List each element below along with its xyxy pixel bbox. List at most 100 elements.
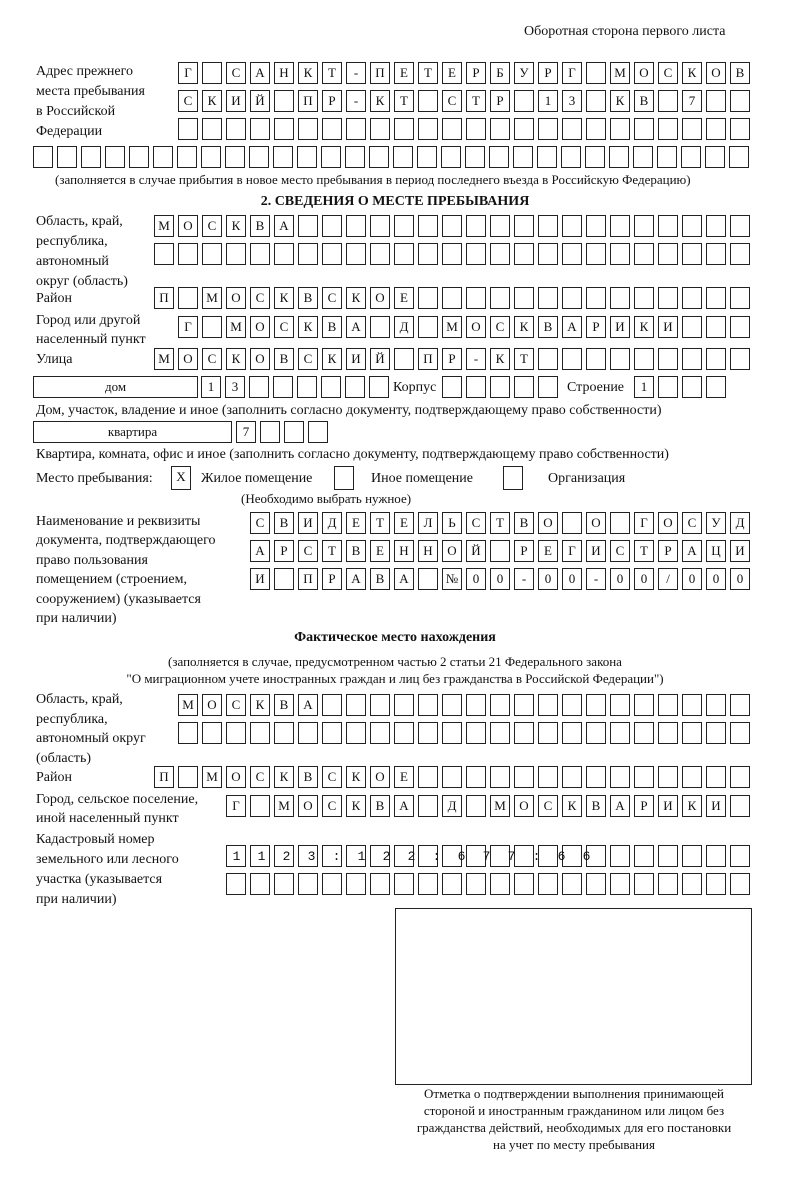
char-cell[interactable] — [490, 376, 510, 398]
char-cell[interactable] — [346, 722, 366, 744]
char-cell[interactable]: С — [322, 287, 342, 309]
char-cell[interactable] — [658, 766, 678, 788]
char-cell[interactable]: К — [346, 287, 366, 309]
char-cell[interactable] — [538, 694, 558, 716]
char-cell[interactable] — [394, 118, 414, 140]
char-cell[interactable] — [418, 722, 438, 744]
char-cell[interactable] — [226, 118, 246, 140]
char-cell[interactable] — [634, 722, 654, 744]
char-cell[interactable]: О — [370, 766, 390, 788]
char-cell[interactable] — [610, 512, 630, 534]
char-cell[interactable] — [370, 215, 390, 237]
char-cell[interactable] — [370, 873, 390, 895]
char-cell[interactable]: О — [178, 215, 198, 237]
char-cell[interactable]: К — [370, 90, 390, 112]
char-cell[interactable]: О — [226, 766, 246, 788]
char-cell[interactable] — [657, 146, 677, 168]
char-cell[interactable] — [178, 287, 198, 309]
char-cell[interactable]: К — [202, 90, 222, 112]
char-cell[interactable] — [178, 722, 198, 744]
char-cell[interactable] — [394, 348, 414, 370]
char-cell[interactable] — [274, 722, 294, 744]
char-cell[interactable] — [730, 873, 750, 895]
char-cell[interactable] — [658, 90, 678, 112]
char-cell[interactable] — [418, 287, 438, 309]
char-cell[interactable] — [706, 243, 726, 265]
char-cell[interactable] — [706, 90, 726, 112]
char-cell[interactable]: К — [610, 90, 630, 112]
char-cell[interactable] — [442, 118, 462, 140]
char-cell[interactable]: Р — [634, 795, 654, 817]
char-cell[interactable]: К — [250, 694, 270, 716]
char-cell[interactable] — [370, 243, 390, 265]
char-cell[interactable] — [538, 845, 558, 867]
char-cell[interactable] — [706, 694, 726, 716]
char-cell[interactable]: Р — [322, 90, 342, 112]
char-cell[interactable] — [418, 694, 438, 716]
char-cell[interactable]: И — [346, 348, 366, 370]
char-cell[interactable] — [226, 243, 246, 265]
char-cell[interactable] — [610, 722, 630, 744]
char-cell[interactable] — [250, 118, 270, 140]
char-cell[interactable] — [370, 722, 390, 744]
char-cell[interactable] — [490, 722, 510, 744]
char-cell[interactable]: В — [514, 512, 534, 534]
char-cell[interactable] — [514, 118, 534, 140]
char-cell[interactable]: 0 — [730, 568, 750, 590]
char-cell[interactable] — [490, 540, 510, 562]
char-cell[interactable] — [394, 722, 414, 744]
char-cell[interactable] — [442, 766, 462, 788]
char-cell[interactable]: С — [274, 316, 294, 338]
char-cell[interactable]: Т — [418, 62, 438, 84]
char-cell[interactable]: П — [370, 62, 390, 84]
char-cell[interactable]: Н — [394, 540, 414, 562]
char-cell[interactable]: Р — [466, 62, 486, 84]
char-cell[interactable] — [730, 722, 750, 744]
char-cell[interactable] — [682, 243, 702, 265]
char-cell[interactable] — [490, 873, 510, 895]
char-cell[interactable]: С — [466, 512, 486, 534]
char-cell[interactable] — [322, 215, 342, 237]
char-cell[interactable]: А — [562, 316, 582, 338]
char-cell[interactable] — [418, 845, 438, 867]
char-cell[interactable]: Т — [394, 90, 414, 112]
char-cell[interactable] — [202, 722, 222, 744]
flat-number-row[interactable]: 7 — [236, 421, 328, 443]
char-cell[interactable]: В — [730, 62, 750, 84]
char-cell[interactable] — [297, 376, 317, 398]
char-cell[interactable]: И — [658, 316, 678, 338]
char-cell[interactable] — [513, 146, 533, 168]
char-cell[interactable]: Д — [394, 316, 414, 338]
char-cell[interactable] — [442, 722, 462, 744]
char-cell[interactable] — [321, 376, 341, 398]
char-cell[interactable]: П — [418, 348, 438, 370]
char-cell[interactable] — [562, 873, 582, 895]
char-cell[interactable]: О — [250, 348, 270, 370]
cadastral-row-2[interactable] — [226, 873, 750, 895]
char-cell[interactable] — [730, 287, 750, 309]
char-cell[interactable] — [370, 316, 390, 338]
char-cell[interactable] — [658, 722, 678, 744]
char-cell[interactable] — [514, 845, 534, 867]
char-cell[interactable]: О — [370, 287, 390, 309]
char-cell[interactable]: И — [250, 568, 270, 590]
char-cell[interactable] — [514, 766, 534, 788]
char-cell[interactable] — [418, 243, 438, 265]
char-cell[interactable] — [178, 118, 198, 140]
char-cell[interactable]: Т — [634, 540, 654, 562]
char-cell[interactable]: С — [226, 694, 246, 716]
char-cell[interactable]: С — [298, 540, 318, 562]
prev-address-row-4[interactable] — [33, 146, 749, 168]
char-cell[interactable]: М — [610, 62, 630, 84]
char-cell[interactable] — [514, 215, 534, 237]
char-cell[interactable]: К — [682, 795, 702, 817]
building-row[interactable]: 1 — [634, 376, 726, 398]
char-cell[interactable] — [274, 243, 294, 265]
char-cell[interactable] — [658, 873, 678, 895]
char-cell[interactable] — [202, 62, 222, 84]
char-cell[interactable] — [274, 568, 294, 590]
char-cell[interactable] — [562, 215, 582, 237]
